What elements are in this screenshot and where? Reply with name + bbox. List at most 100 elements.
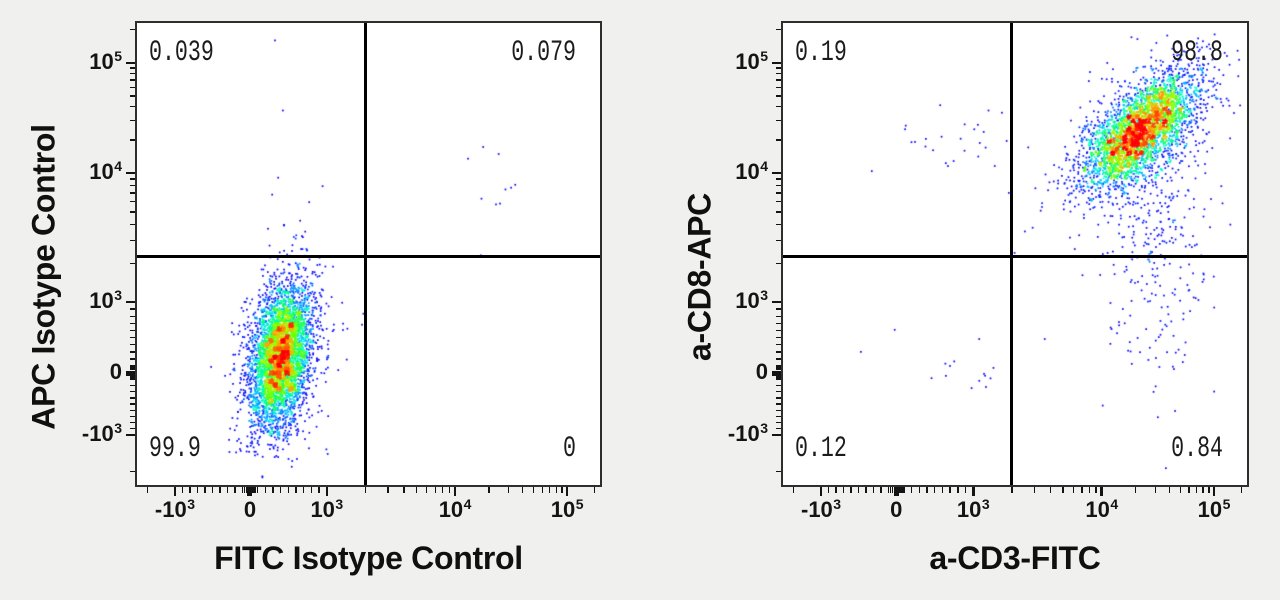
x-axis-tick-label: 0	[890, 497, 903, 522]
y-axis-minor-tick	[775, 262, 781, 264]
y-axis-major-tick	[772, 61, 781, 65]
x-axis-minor-tick	[964, 487, 967, 493]
y-axis-minor-tick	[129, 119, 135, 122]
y-axis-minor-tick	[129, 377, 135, 379]
quadrant-gate-horizontal-line	[137, 255, 600, 259]
x-axis-minor-tick	[1154, 487, 1157, 493]
x-axis-minor-tick	[434, 487, 436, 493]
x-axis-minor-tick	[934, 487, 936, 493]
x-axis-minor-tick	[211, 487, 214, 493]
x-axis-minor-tick	[842, 487, 845, 493]
x-axis-minor-tick	[255, 487, 257, 493]
x-axis-minor-tick	[403, 487, 405, 493]
y-axis-minor-tick	[775, 223, 781, 226]
y-axis-minor-tick	[129, 106, 135, 108]
y-axis-minor-tick	[775, 119, 781, 122]
x-axis-tick-label: 103	[310, 496, 344, 522]
y-axis-minor-tick	[775, 200, 781, 203]
x-axis-minor-tick	[1240, 487, 1243, 493]
x-axis-minor-tick	[880, 487, 882, 493]
x-axis-minor-tick	[245, 487, 247, 493]
x-axis-minor-tick	[256, 487, 259, 493]
quadrant-gate-horizontal-line	[783, 255, 1247, 259]
x-axis-minor-tick	[448, 487, 450, 493]
quadrant-percentage-top-left: 0.19	[795, 36, 847, 70]
y-axis-minor-tick	[775, 403, 781, 405]
y-axis-minor-tick	[129, 139, 135, 141]
x-axis-minor-tick	[241, 487, 244, 493]
quadrant-gate-vertical-line	[363, 23, 367, 485]
y-axis-minor-tick	[129, 365, 135, 367]
y-axis-minor-tick	[129, 184, 135, 187]
y-axis-minor-tick	[775, 409, 781, 411]
x-axis-minor-tick	[865, 487, 867, 493]
x-axis-title-isotype: FITC Isotype Control	[214, 540, 523, 576]
x-axis-major-tick	[453, 487, 457, 496]
y-axis-minor-tick	[129, 79, 135, 81]
x-axis-tick-label: 0	[243, 497, 257, 522]
x-axis-minor-tick	[549, 487, 551, 493]
x-axis-minor-tick	[1095, 487, 1097, 493]
y-axis-minor-tick	[129, 378, 135, 381]
y-axis-minor-tick	[775, 367, 781, 369]
y-axis-major-tick	[126, 171, 135, 175]
y-axis-minor-tick	[775, 421, 781, 424]
x-axis-minor-tick	[488, 487, 490, 493]
x-axis-minor-tick	[318, 487, 320, 493]
y-axis-tick-label: -103	[727, 419, 768, 446]
quadrant-percentage-top-right: 98.8	[1171, 36, 1223, 70]
x-axis-minor-tick	[893, 487, 896, 493]
x-axis-minor-tick	[1179, 487, 1181, 493]
x-axis-minor-tick	[872, 487, 875, 493]
x-axis-minor-tick	[219, 487, 221, 493]
y-axis-minor-tick	[129, 397, 135, 399]
y-axis-minor-tick	[129, 368, 135, 371]
x-axis-minor-tick	[1195, 487, 1198, 493]
x-axis-minor-tick	[264, 487, 267, 493]
x-axis-minor-tick	[850, 487, 852, 493]
y-axis-minor-tick	[775, 315, 781, 317]
y-axis-minor-tick	[775, 72, 781, 75]
y-axis-minor-tick	[775, 86, 781, 89]
x-axis-minor-tick	[910, 487, 913, 493]
x-axis-minor-tick	[196, 487, 199, 493]
x-axis-minor-tick	[949, 487, 951, 493]
x-axis-minor-tick	[521, 487, 524, 493]
x-axis-minor-tick	[295, 487, 297, 493]
x-axis-minor-tick	[1033, 487, 1036, 493]
y-axis-minor-tick	[129, 95, 135, 97]
quadrant-percentage-bottom-left: 0.12	[795, 432, 847, 466]
y-axis-minor-tick	[129, 308, 135, 310]
x-axis-minor-tick	[181, 487, 184, 493]
y-axis-tick-label: 105	[735, 48, 768, 74]
y-axis-minor-tick	[775, 470, 781, 472]
x-axis-minor-tick	[234, 487, 236, 493]
x-axis-minor-tick	[899, 487, 901, 493]
y-axis-minor-tick	[129, 336, 135, 339]
x-axis-major-tick	[893, 487, 899, 496]
x-axis-major-tick	[1100, 487, 1104, 496]
y-axis-minor-tick	[775, 192, 781, 194]
y-axis-minor-tick	[775, 178, 781, 180]
x-axis-minor-tick	[532, 487, 535, 493]
y-axis-minor-tick	[129, 375, 135, 377]
y-axis-tick-label: 105	[89, 48, 122, 74]
y-axis-minor-tick	[775, 29, 781, 31]
x-axis-tick-label: 104	[438, 496, 472, 522]
x-axis-minor-tick	[887, 487, 890, 493]
x-axis-major-tick	[173, 487, 177, 496]
y-axis-minor-tick	[129, 367, 135, 369]
x-axis-minor-tick	[251, 487, 253, 493]
y-axis-minor-tick	[775, 184, 781, 187]
x-axis-minor-tick	[1011, 487, 1013, 493]
y-axis-major-tick	[772, 433, 781, 437]
y-axis-minor-tick	[775, 377, 781, 379]
x-axis-tick-label: -103	[154, 496, 195, 522]
x-axis-minor-tick	[310, 487, 313, 493]
x-axis-minor-tick	[1081, 487, 1083, 493]
y-axis-minor-tick	[129, 192, 135, 194]
x-axis-minor-tick	[1062, 487, 1064, 493]
y-axis-minor-tick	[129, 86, 135, 89]
x-axis-minor-tick	[189, 487, 191, 493]
